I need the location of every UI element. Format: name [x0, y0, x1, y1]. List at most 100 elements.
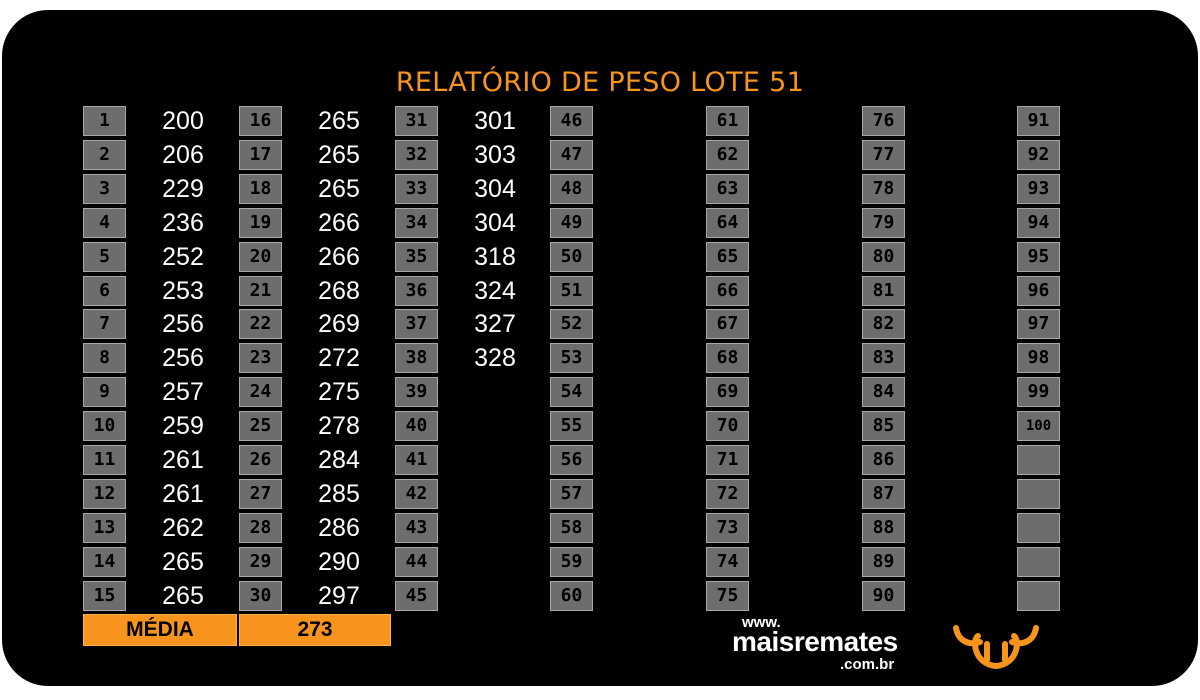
lot-weight-value [761, 479, 851, 509]
lot-weight-value [450, 411, 540, 441]
lot-number-cell [1017, 513, 1060, 543]
lot-number-cell: 20 [239, 242, 282, 272]
lot-weight-value: 278 [318, 412, 360, 440]
lot-number-cell: 7 [83, 309, 126, 339]
lot-weight-value [450, 581, 540, 611]
report-title: RELATÓRIO DE PESO LOTE 51 [395, 67, 805, 98]
lot-weight-value [917, 208, 1007, 238]
lot-weight-value [605, 208, 695, 238]
lot-number-cell: 73 [706, 513, 749, 543]
lot-weight-value: 304 [474, 209, 516, 237]
lot-number-cell: 41 [395, 445, 438, 475]
lot-weight-value: 265 [318, 141, 360, 169]
lot-number-cell: 93 [1017, 174, 1060, 204]
brand-name: maisremates [732, 626, 898, 657]
lot-weight-value: 265 [318, 175, 360, 203]
lot-number-cell: 5 [83, 242, 126, 272]
lot-number-cell: 42 [395, 479, 438, 509]
lot-number-cell: 82 [862, 309, 905, 339]
lot-number-cell: 74 [706, 547, 749, 577]
lot-number-cell: 75 [706, 581, 749, 611]
lot-weight-value: 265 [318, 107, 360, 135]
lot-weight-value: 206 [162, 141, 204, 169]
lot-number-cell: 2 [83, 140, 126, 170]
lot-weight-value: 256 [162, 310, 204, 338]
lot-number-cell: 76 [862, 106, 905, 136]
lot-number-cell: 54 [550, 377, 593, 407]
lot-weight-value: 256 [162, 344, 204, 372]
lot-number-cell: 25 [239, 411, 282, 441]
lot-weight-value: 257 [162, 378, 204, 406]
lot-number-cell: 19 [239, 208, 282, 238]
lot-weight-value [917, 309, 1007, 339]
lot-weight-value: 261 [162, 480, 204, 508]
lot-weight-value: 275 [318, 378, 360, 406]
lot-number-cell: 1 [83, 106, 126, 136]
lot-number-cell: 92 [1017, 140, 1060, 170]
lot-weight-value: 266 [318, 209, 360, 237]
lot-number-cell: 99 [1017, 377, 1060, 407]
lot-weight-value [761, 276, 851, 306]
lot-number-cell: 80 [862, 242, 905, 272]
lot-weight-value: 301 [474, 107, 516, 135]
lot-number-cell: 13 [83, 513, 126, 543]
lot-weight-value [605, 547, 695, 577]
lot-weight-value [450, 377, 540, 407]
lot-number-cell: 53 [550, 343, 593, 373]
lot-number-cell: 95 [1017, 242, 1060, 272]
lot-number-cell [1017, 547, 1060, 577]
lot-number-cell: 4 [83, 208, 126, 238]
report-panel [2, 10, 1198, 686]
lot-weight-value: 253 [162, 277, 204, 305]
lot-number-cell: 64 [706, 208, 749, 238]
lot-number-cell: 3 [83, 174, 126, 204]
lot-number-cell: 98 [1017, 343, 1060, 373]
lot-number-cell: 57 [550, 479, 593, 509]
lot-number-cell: 61 [706, 106, 749, 136]
lot-number-cell: 12 [83, 479, 126, 509]
lot-weight-value [917, 106, 1007, 136]
lot-weight-value [761, 581, 851, 611]
lot-number-cell: 83 [862, 343, 905, 373]
lot-weight-value [450, 547, 540, 577]
lot-number-cell [1017, 445, 1060, 475]
lot-number-cell: 39 [395, 377, 438, 407]
lot-weight-value [605, 242, 695, 272]
lot-weight-value: 259 [162, 412, 204, 440]
lot-number-cell: 66 [706, 276, 749, 306]
lot-number-cell: 44 [395, 547, 438, 577]
lot-weight-value [761, 343, 851, 373]
lot-weight-value [917, 581, 1007, 611]
lot-number-cell: 30 [239, 581, 282, 611]
lot-number-cell: 34 [395, 208, 438, 238]
lot-weight-value [917, 140, 1007, 170]
lot-weight-value [605, 276, 695, 306]
lot-number-cell: 29 [239, 547, 282, 577]
lot-weight-value: 297 [318, 582, 360, 610]
lot-weight-value: 265 [162, 582, 204, 610]
lot-number-cell: 79 [862, 208, 905, 238]
lot-weight-value: 269 [318, 310, 360, 338]
lot-number-cell: 65 [706, 242, 749, 272]
lot-weight-value [605, 309, 695, 339]
lot-weight-value: 303 [474, 141, 516, 169]
lot-number-cell: 96 [1017, 276, 1060, 306]
lot-weight-value: 290 [318, 548, 360, 576]
lot-weight-value [605, 581, 695, 611]
lot-weight-value [917, 174, 1007, 204]
lot-weight-value [605, 411, 695, 441]
lot-weight-value [917, 479, 1007, 509]
lot-weight-value [605, 140, 695, 170]
lot-weight-value [917, 445, 1007, 475]
lot-weight-value [761, 208, 851, 238]
lot-number-cell [1017, 581, 1060, 611]
lot-number-cell: 100 [1017, 411, 1060, 441]
lot-weight-value [917, 513, 1007, 543]
lot-weight-value [761, 309, 851, 339]
lot-number-cell: 55 [550, 411, 593, 441]
lot-number-cell: 37 [395, 309, 438, 339]
lot-weight-value [605, 445, 695, 475]
lot-number-cell: 38 [395, 343, 438, 373]
lot-number-cell: 17 [239, 140, 282, 170]
lot-number-cell: 14 [83, 547, 126, 577]
